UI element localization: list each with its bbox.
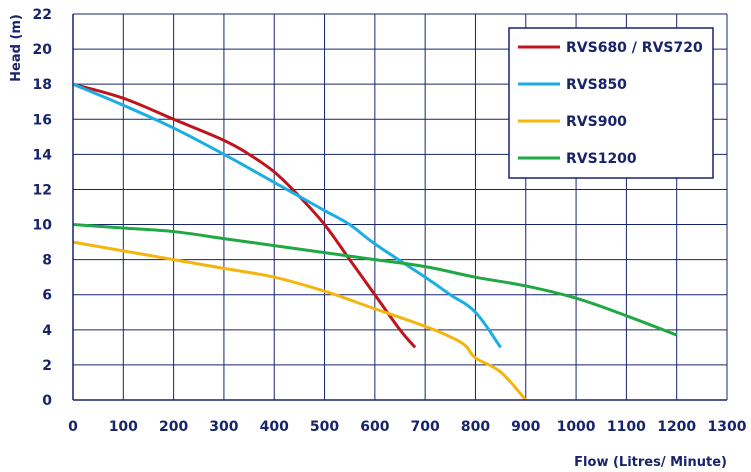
y-tick-label-9: 18 <box>33 77 52 93</box>
legend-label-4: RVS1200 <box>566 151 637 167</box>
x-tick-label-4: 400 <box>260 419 289 435</box>
x-tick-label-12: 1200 <box>657 419 696 435</box>
y-tick-label-10: 20 <box>33 42 53 58</box>
y-axis-title: Head (m) <box>9 14 24 82</box>
legend: RVS680 / RVS720 RVS850 RVS900 RVS1200 <box>508 27 714 179</box>
x-tick-label-0: 0 <box>68 419 78 435</box>
y-tick-label-0: 0 <box>42 393 52 409</box>
x-tick-label-10: 1000 <box>557 419 596 435</box>
series-line-3 <box>72 240 527 402</box>
x-tick-label-3: 300 <box>209 419 238 435</box>
y-tick-label-1: 2 <box>42 358 52 374</box>
x-axis-title: Flow (Litres/ Minute) <box>574 455 727 470</box>
y-tick-label-8: 16 <box>33 112 52 128</box>
x-tick-label-5: 500 <box>310 419 339 435</box>
x-tick-label-8: 800 <box>461 419 490 435</box>
x-tick-label-11: 1100 <box>607 419 646 435</box>
series-lines <box>72 82 678 402</box>
y-tick-label-5: 10 <box>33 218 53 234</box>
series-line-1 <box>72 82 417 349</box>
y-tick-label-6: 12 <box>33 182 52 198</box>
legend-label-3: RVS900 <box>566 114 627 130</box>
x-tick-label-6: 600 <box>360 419 389 435</box>
x-tick-label-7: 700 <box>411 419 440 435</box>
x-tick-label-1: 100 <box>109 419 138 435</box>
y-tick-label-3: 6 <box>42 288 52 304</box>
series-line-4 <box>72 223 678 337</box>
legend-label-1: RVS680 / RVS720 <box>566 40 703 56</box>
legend-label-2: RVS850 <box>566 77 627 93</box>
x-tick-label-13: 1300 <box>708 419 747 435</box>
y-tick-label-2: 4 <box>42 323 52 339</box>
y-tick-label-4: 8 <box>42 253 52 269</box>
legend-box <box>508 27 714 179</box>
y-tick-label-7: 14 <box>33 147 53 163</box>
y-tick-label-11: 22 <box>33 7 52 23</box>
axes: 0 100 200 300 400 500 600 700 800 900 1000 1100 1200… <box>33 7 747 435</box>
series-line-2 <box>72 82 502 349</box>
x-tick-label-2: 200 <box>159 419 188 435</box>
x-tick-label-9: 900 <box>511 419 540 435</box>
